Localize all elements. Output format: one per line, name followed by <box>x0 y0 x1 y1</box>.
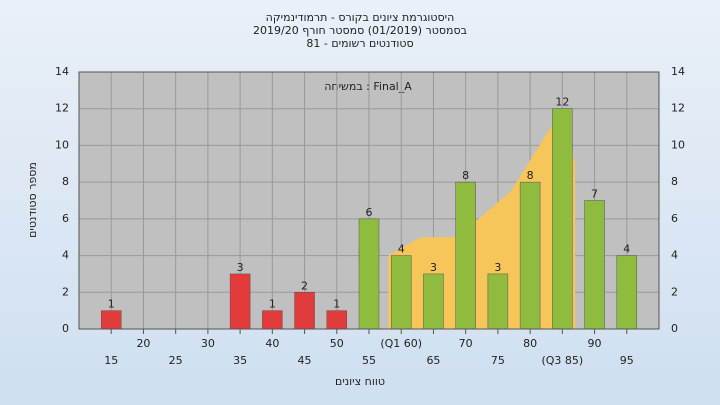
bar <box>294 292 315 330</box>
bar <box>552 108 573 330</box>
x-tick-label: 90 <box>588 337 602 350</box>
data-label: 2 <box>301 279 308 292</box>
annotation: במשיחה : Final_A <box>324 80 412 93</box>
bar <box>519 181 541 330</box>
data-label: 4 <box>398 243 405 256</box>
x-tick-label: 30 <box>201 337 215 350</box>
y-tick-label: 6 <box>62 212 69 225</box>
data-label: 3 <box>430 261 437 274</box>
y2-tick-label: 8 <box>671 175 678 188</box>
x-tick-label: 45 <box>298 354 312 367</box>
y-tick-label: 2 <box>62 285 69 298</box>
bar <box>358 218 380 330</box>
x-tick-label: 25 <box>169 354 183 367</box>
data-label: 1 <box>269 298 276 311</box>
data-label: 8 <box>462 169 469 182</box>
bar <box>423 273 444 330</box>
y2-tick-label: 0 <box>671 322 678 335</box>
data-label: 12 <box>555 96 569 109</box>
x-tick-label: 35 <box>233 354 247 367</box>
bar <box>584 200 605 330</box>
y-tick-label: 4 <box>62 249 69 262</box>
data-label: 1 <box>108 298 115 311</box>
x-tick-label: 80 <box>523 337 537 350</box>
x-tick-label: (Q1 60) <box>380 337 422 350</box>
x-tick-label: 65 <box>426 354 440 367</box>
bar <box>390 255 412 330</box>
y2-tick-label: 6 <box>671 212 678 225</box>
data-label: 1 <box>333 298 340 311</box>
x-tick-label: 70 <box>459 337 473 350</box>
bar <box>229 273 251 330</box>
y-tick-label: 12 <box>55 102 69 115</box>
y2-tick-label: 2 <box>671 285 678 298</box>
data-label: 4 <box>623 243 630 256</box>
data-label: 8 <box>527 169 534 182</box>
chart-title: היסטוגרמת ציונים בקורס - תרמודינמיקה <box>266 11 455 24</box>
x-tick-label: 95 <box>620 354 634 367</box>
bar <box>100 310 122 330</box>
data-label: 7 <box>591 188 598 201</box>
bar <box>487 273 509 330</box>
x-tick-label: (Q3 85) <box>541 354 583 367</box>
y-axis-label: מספר סטודנטים <box>26 162 39 238</box>
chart-subtitle: סטודנטים רשומים - 81 <box>306 37 413 50</box>
plot-border <box>78 71 660 330</box>
bar <box>262 310 283 330</box>
bar <box>616 255 638 330</box>
x-axis-label: טווח ציונים <box>335 375 385 388</box>
y2-tick-label: 4 <box>671 249 678 262</box>
y2-tick-label: 12 <box>671 102 685 115</box>
y-tick-label: 8 <box>62 175 69 188</box>
y-tick-label: 0 <box>62 322 69 335</box>
chart-subtitle: בסמסטר (01/2019) סמסטר חורף 2019/20 <box>253 24 467 37</box>
y2-tick-label: 14 <box>671 65 685 78</box>
y2-tick-label: 10 <box>671 138 685 151</box>
data-label: 6 <box>366 206 373 219</box>
bar <box>326 310 348 330</box>
x-tick-label: 50 <box>330 337 344 350</box>
x-tick-label: 20 <box>136 337 150 350</box>
x-tick-label: 75 <box>491 354 505 367</box>
data-label: 3 <box>237 261 244 274</box>
bar <box>455 181 476 330</box>
x-tick-label: 40 <box>265 337 279 350</box>
y-tick-label: 10 <box>55 138 69 151</box>
data-label: 3 <box>494 261 501 274</box>
x-tick-label: 15 <box>104 354 118 367</box>
x-tick-label: 55 <box>362 354 376 367</box>
y-tick-label: 14 <box>55 65 69 78</box>
